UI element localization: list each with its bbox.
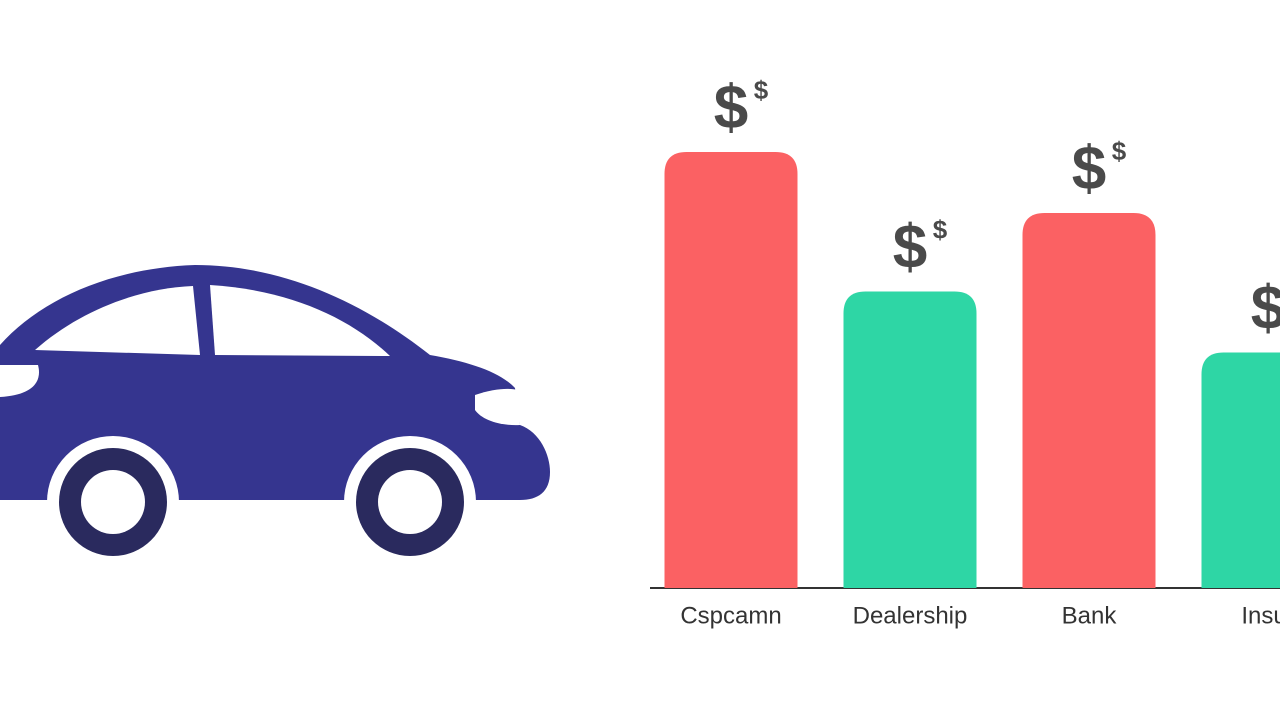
x-tick-label: Dealership xyxy=(853,602,968,629)
car xyxy=(0,265,550,568)
bar xyxy=(843,291,977,588)
car-headlight xyxy=(475,388,520,426)
dollar-icon: $ xyxy=(1072,134,1106,203)
x-tick-label: Insur xyxy=(1241,602,1280,629)
dollar-icon: $ xyxy=(1251,274,1280,343)
bar xyxy=(1201,352,1280,588)
dollar-icon: $ xyxy=(893,213,927,282)
car-taillight xyxy=(0,365,40,397)
x-tick-label: Cspcamn xyxy=(680,602,781,629)
dollar-icon-small: $ xyxy=(754,75,769,105)
dollar-icon: $ xyxy=(714,73,748,142)
dollar-icon-small: $ xyxy=(933,214,948,244)
bar xyxy=(664,152,798,588)
x-tick-label: Bank xyxy=(1062,602,1118,629)
car-window-front xyxy=(210,285,390,356)
dollar-icon-small: $ xyxy=(1112,136,1127,166)
bar xyxy=(1022,213,1156,589)
wheel-hub xyxy=(81,470,145,534)
car-window-rear xyxy=(35,286,200,355)
wheel-hub xyxy=(378,470,442,534)
